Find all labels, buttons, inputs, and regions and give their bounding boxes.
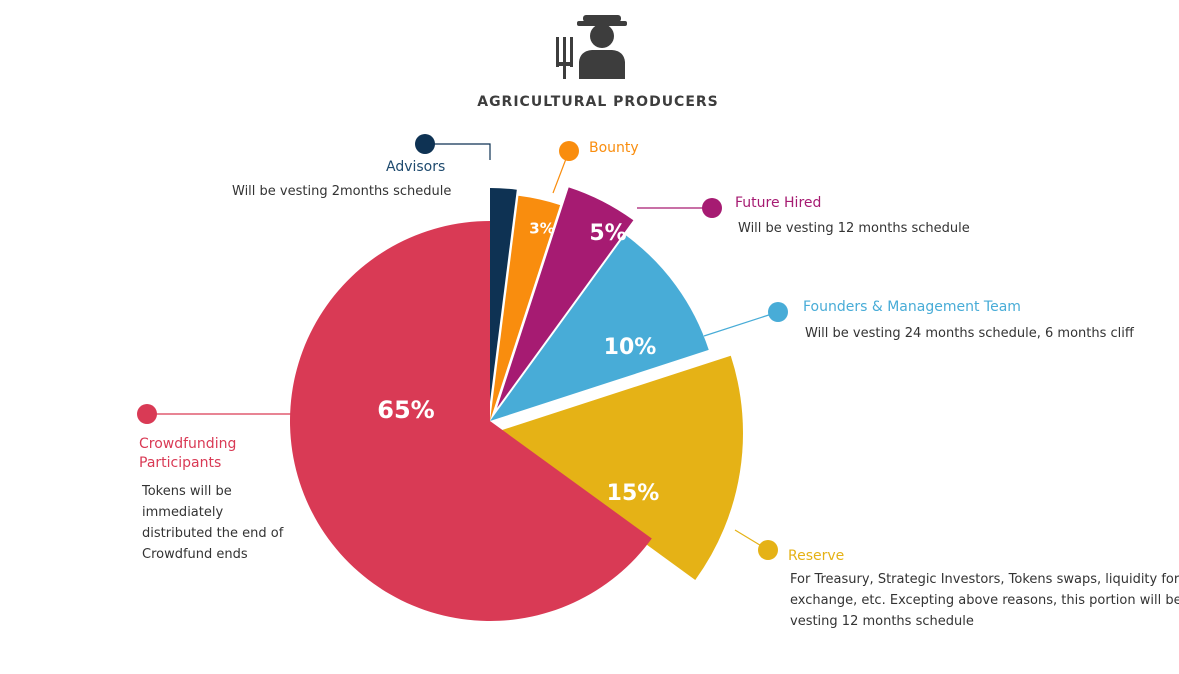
callout-dot-future: [702, 198, 722, 218]
legend-description-founders: Will be vesting 24 months schedule, 6 mo…: [805, 326, 1135, 341]
legend-name-bounty: Bounty: [589, 140, 639, 156]
legend-name-crowd: Crowdfunding: [139, 436, 236, 452]
legend-name-future: Future Hired: [735, 195, 821, 211]
farmer-with-pitchfork-icon: [556, 15, 627, 79]
callout-dot-founders: [768, 302, 788, 322]
slice-label-reserve: 15%: [607, 481, 660, 506]
callout-dot-crowd: [137, 404, 157, 424]
pie-slice-future: [497, 187, 634, 408]
legend-name-advisors: Advisors: [386, 159, 445, 175]
pie-slice-founders: [490, 234, 709, 421]
legend-description-future: Will be vesting 12 months schedule: [738, 221, 970, 236]
legend-description-reserve: exchange, etc. Excepting above reasons, …: [790, 593, 1179, 608]
legend-name-founders: Founders & Management Team: [803, 299, 1021, 315]
legend-name-reserve: Reserve: [788, 548, 844, 564]
slice-label-bounty: 3%: [529, 220, 554, 238]
legend-description-reserve: vesting 12 months schedule: [790, 614, 974, 629]
legend-description-crowd: immediately: [142, 505, 223, 520]
legend-description-crowd: Crowdfund ends: [142, 547, 248, 562]
pie-slice-reserve: [493, 355, 743, 580]
slice-label-founders: 10%: [604, 335, 657, 360]
pie-slice-bounty: [490, 195, 561, 421]
chart-title: AGRICULTURAL PRODUCERS: [477, 94, 719, 110]
slice-label-crowd: 65%: [377, 396, 434, 424]
slice-label-advisors: 2%: [496, 169, 520, 185]
callout-dot-advisors: [415, 134, 435, 154]
legend-description-crowd: distributed the end of: [142, 526, 284, 541]
callout-dot-bounty: [559, 141, 579, 161]
callout-line-advisors: [425, 143, 491, 160]
legend-name-crowd: Participants: [139, 455, 221, 471]
legend-description-crowd: Tokens will be: [141, 484, 232, 499]
callout-dot-reserve: [758, 540, 778, 560]
callout-line-founders: [703, 311, 779, 337]
legend-description-advisors: Will be vesting 2months schedule: [232, 184, 451, 199]
slice-label-future: 5%: [589, 221, 626, 246]
legend-description-reserve: For Treasury, Strategic Investors, Token…: [790, 572, 1179, 587]
pie-slice-advisors: [490, 188, 517, 402]
pie-slice-crowd: [289, 221, 652, 621]
